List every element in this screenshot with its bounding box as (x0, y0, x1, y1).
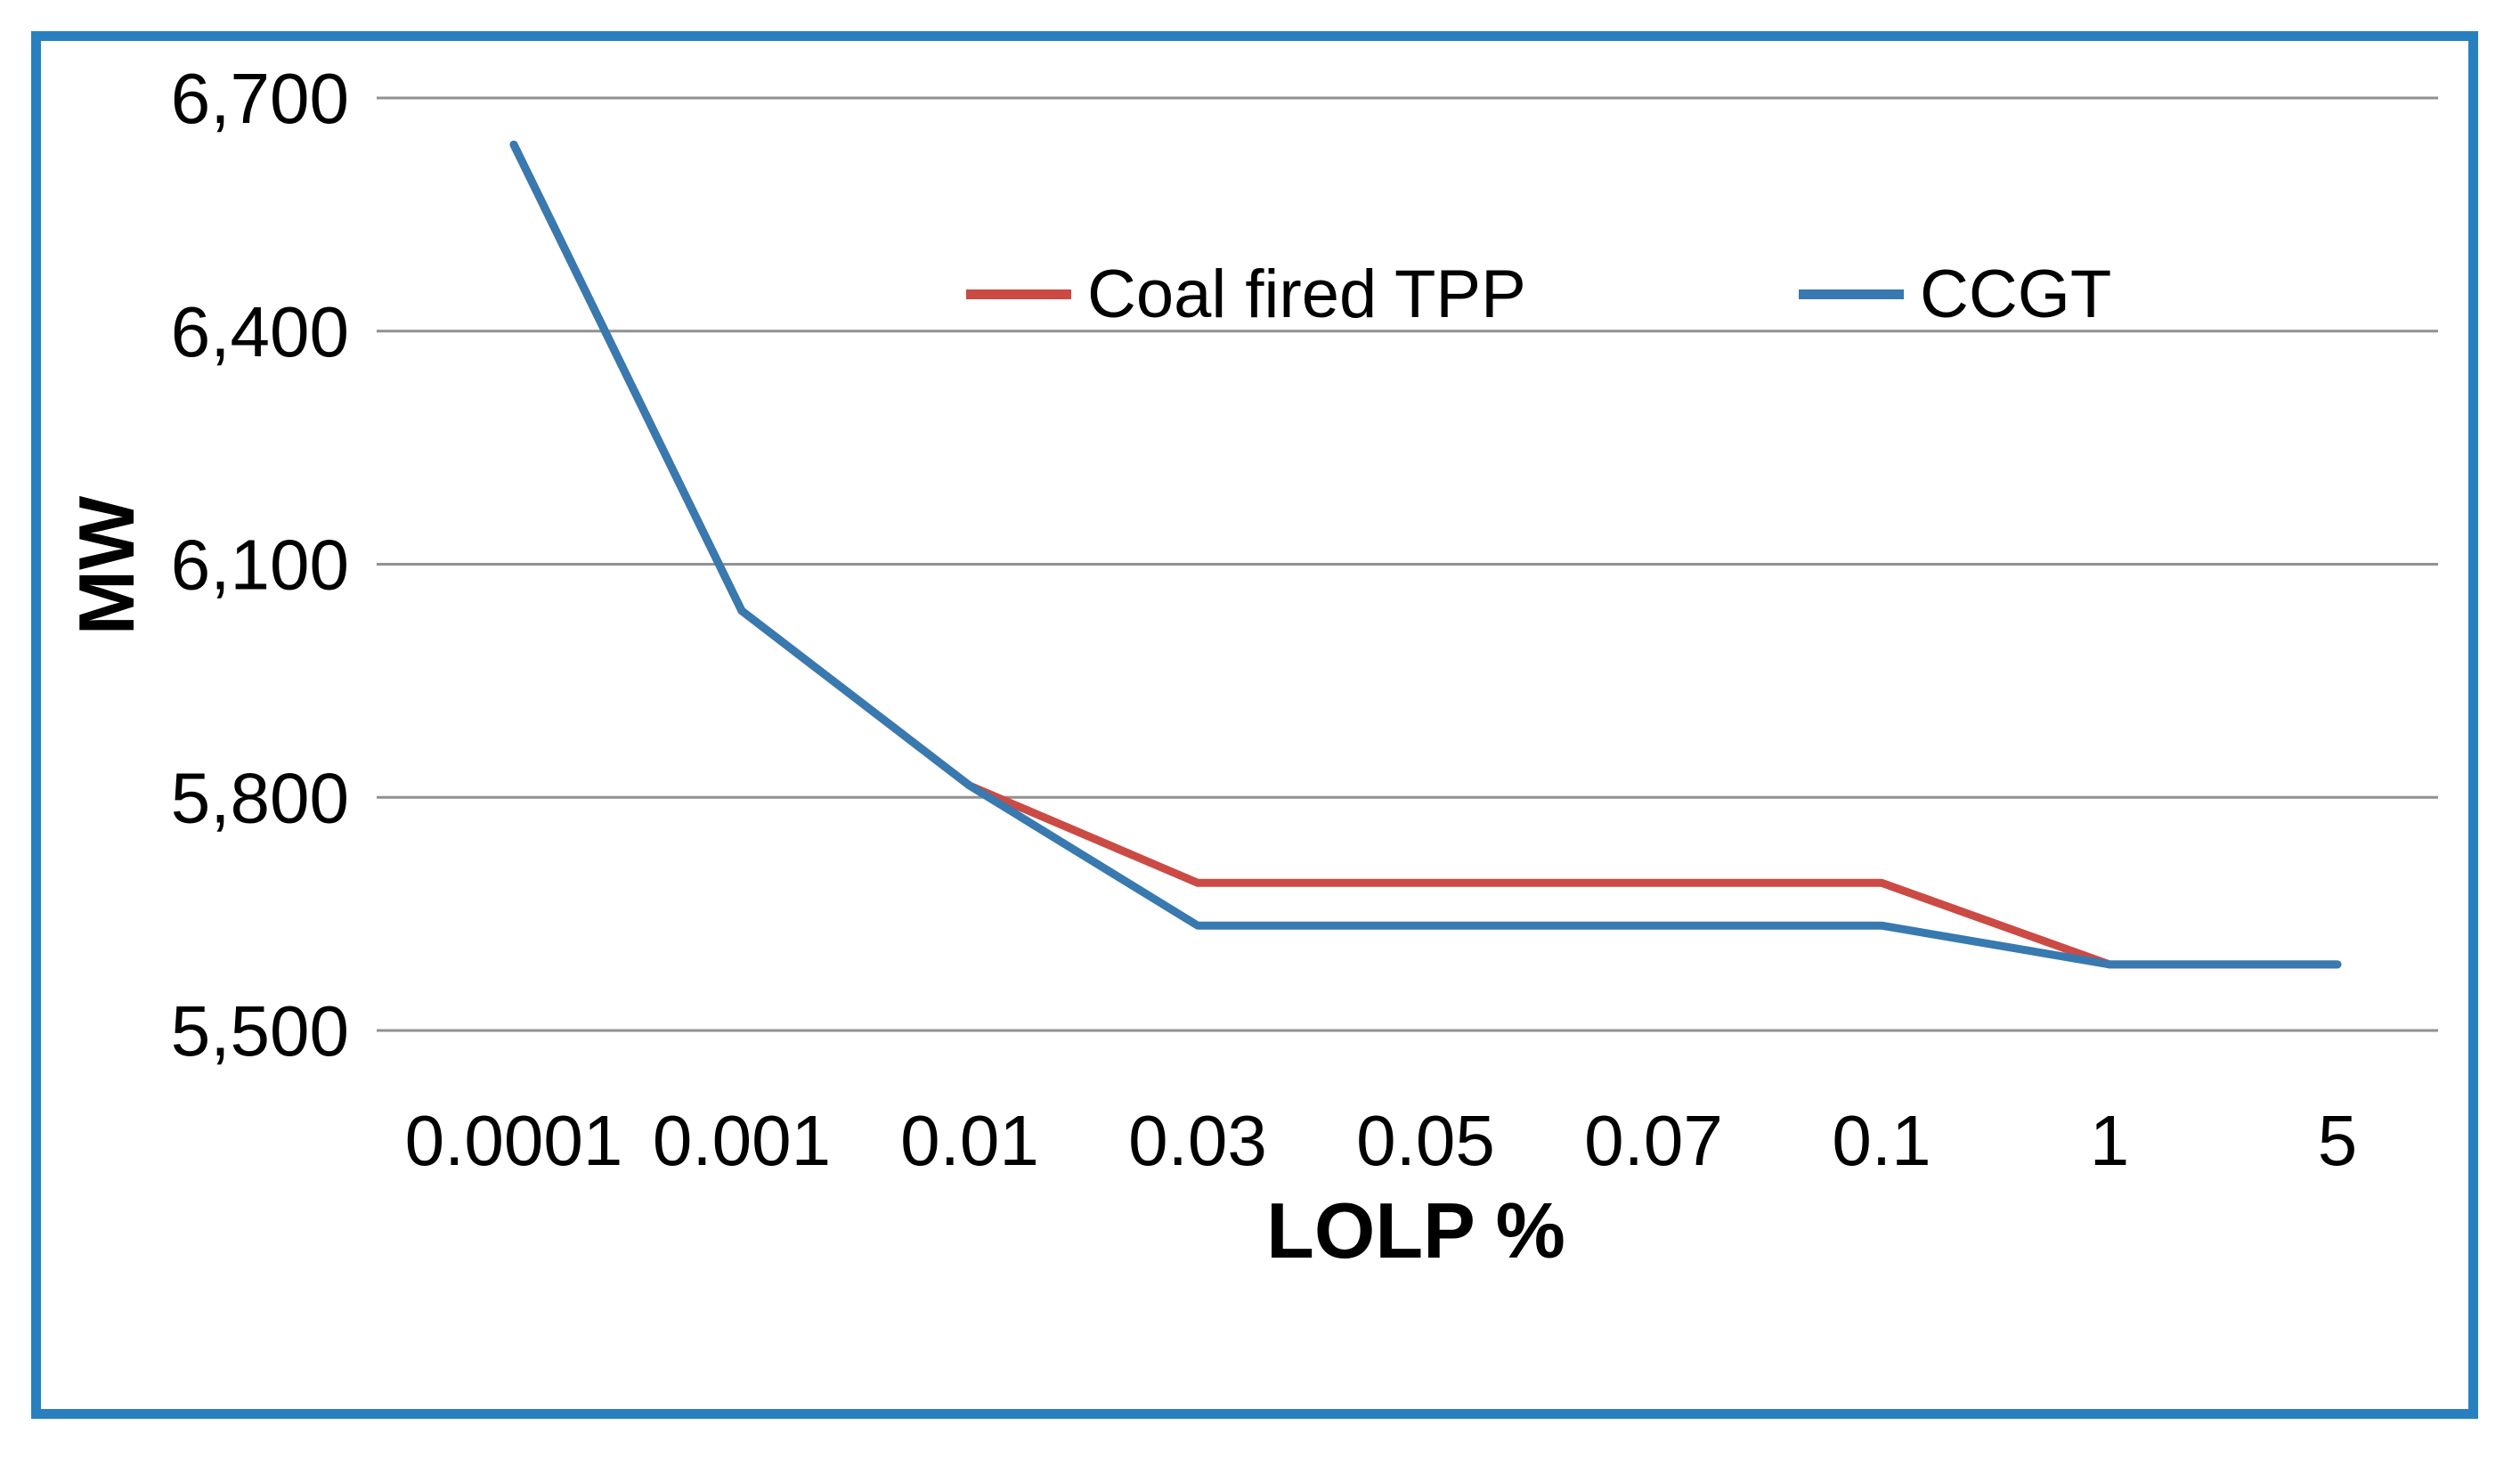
x-tick-label: 0.001 (653, 1101, 831, 1180)
x-axis-title: LOLP % (1266, 1186, 1565, 1275)
legend-label-ccgt: CCGT (1920, 256, 2112, 332)
legend-item-ccgt[interactable]: CCGT (1799, 256, 2112, 332)
y-tick-label: 6,400 (171, 292, 349, 371)
y-tick-label: 5,800 (171, 758, 349, 837)
x-tick-label: 1 (2090, 1101, 2130, 1180)
x-tick-label: 0.1 (1832, 1101, 1931, 1180)
y-axis-title: MW (62, 495, 150, 636)
y-tick-label: 5,500 (171, 991, 349, 1071)
x-tick-label: 0.05 (1356, 1101, 1495, 1180)
legend-label-coal-fired-tpp: Coal fired TPP (1087, 256, 1526, 332)
series-line-ccgt[interactable] (509, 140, 2342, 969)
x-tick-label: 5 (2318, 1101, 2358, 1180)
y-tick-label: 6,100 (171, 525, 349, 605)
x-tick-label: 0.03 (1128, 1101, 1267, 1180)
x-tick-label: 0.0001 (405, 1101, 623, 1180)
legend-marker-coal-fired-tpp (966, 289, 1071, 299)
chart-border-frame (31, 31, 2478, 1419)
legend-item-coal-fired-tpp[interactable]: Coal fired TPP (966, 256, 1526, 332)
legend-marker-ccgt (1799, 289, 1904, 299)
y-tick-label: 6,700 (171, 59, 349, 138)
x-tick-label: 0.01 (900, 1101, 1039, 1180)
x-tick-label: 0.07 (1584, 1101, 1723, 1180)
